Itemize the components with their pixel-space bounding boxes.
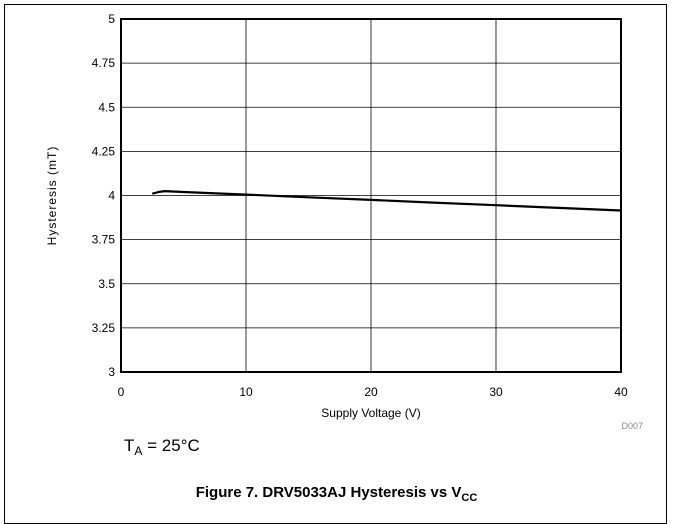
hysteresis-series-line [152,190,622,212]
y-tick-label: 4 [108,189,115,203]
y-tick-label: 3.25 [92,321,116,335]
caption-subscript: CC [461,492,478,504]
y-axis-label: Hysteresis (mT) [45,146,59,246]
x-tick-label: 40 [614,385,628,399]
y-tick-label: 3.5 [98,277,115,291]
temperature-symbol: T [124,436,135,455]
x-tick-label: 10 [239,385,253,399]
x-tick-label: 20 [364,385,378,399]
temperature-annotation: TA = 25°C [124,436,200,458]
y-tick-labels: 3 3.25 3.5 3.75 4 4.25 4.5 4.75 5 [92,12,116,379]
y-tick-label: 5 [108,12,115,26]
caption-text: Figure 7. DRV5033AJ Hysteresis vs V [195,484,462,501]
temperature-subscript: A [134,444,143,458]
x-tick-labels: 0 10 20 30 40 [118,385,628,399]
grid-lines [121,19,621,372]
hysteresis-chart: 0 10 20 30 40 3 3.25 3.5 3.75 4 4.25 4.5 4.75 5 Supp… [45,12,643,431]
y-tick-label: 4.75 [92,56,116,70]
x-tick-label: 0 [118,385,125,399]
y-tick-label: 3 [108,365,115,379]
figure-code-label: D007 [621,421,643,431]
figure-caption: Figure 7. DRV5033AJ Hysteresis vs VCC [0,484,673,504]
series-layer [152,190,622,212]
x-tick-label: 30 [489,385,503,399]
x-axis-label: Supply Voltage (V) [321,406,420,420]
y-tick-label: 4.5 [98,100,115,114]
y-tick-label: 3.75 [92,233,116,247]
plot-area-border [120,18,622,373]
temperature-value: = 25°C [142,436,200,455]
y-tick-label: 4.25 [92,144,116,158]
